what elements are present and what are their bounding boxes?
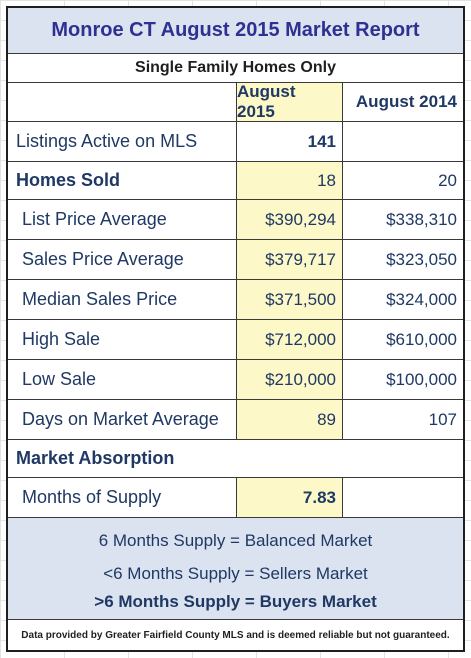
metric-label: Sales Price Average (22, 249, 184, 269)
value-cell-aug-2015: 89 (237, 400, 343, 439)
value-cell-aug-2014 (343, 478, 463, 517)
metric-row-sales-price-average: Sales Price Average $379,717 $323,050 (8, 240, 463, 280)
metric-label: High Sale (22, 329, 101, 349)
homes-sold-aug-2015: 18 (317, 170, 336, 190)
homes-sold-aug-2014: 20 (438, 170, 457, 190)
value-cell-aug-2014: $610,000 (343, 320, 463, 359)
value-cell-aug-2014: 20 (343, 162, 463, 199)
metric-value-aug-2015: $379,717 (265, 249, 336, 269)
value-cell-aug-2014: $323,050 (343, 240, 463, 279)
title-row: Monroe CT August 2015 Market Report (8, 8, 463, 54)
months-of-supply-label: Months of Supply (22, 487, 162, 507)
row-label-cell: Low Sale (8, 360, 237, 399)
metric-value-aug-2015: $390,294 (265, 209, 336, 229)
report-title: Monroe CT August 2015 Market Report (51, 19, 420, 41)
metric-value-aug-2014: $610,000 (386, 329, 457, 349)
value-cell-aug-2014 (343, 122, 463, 161)
footer-disclaimer: Data provided by Greater Fairfield Count… (8, 620, 463, 650)
metric-row-low-sale: Low Sale $210,000 $100,000 (8, 360, 463, 400)
row-label-cell: List Price Average (8, 200, 237, 239)
months-of-supply-aug-2015: 7.83 (302, 487, 336, 507)
value-cell-aug-2015: $210,000 (237, 360, 343, 399)
disclaimer-text: Data provided by Greater Fairfield Count… (21, 629, 450, 641)
metric-value-aug-2014: $338,310 (386, 209, 457, 229)
metric-value-aug-2015: 89 (317, 409, 336, 429)
metric-value-aug-2014: $323,050 (386, 249, 457, 269)
listings-active-label: Listings Active on MLS (16, 131, 198, 151)
header-blank-cell (8, 83, 237, 121)
metric-row-list-price-average: List Price Average $390,294 $338,310 (8, 200, 463, 240)
metric-value-aug-2015: $712,000 (265, 329, 336, 349)
listings-active-row: Listings Active on MLS 141 (8, 122, 463, 162)
metric-value-aug-2014: $324,000 (386, 289, 457, 309)
metric-label: List Price Average (22, 209, 167, 229)
metric-row-median-sales-price: Median Sales Price $371,500 $324,000 (8, 280, 463, 320)
row-label-cell: Months of Supply (8, 478, 237, 517)
value-cell-aug-2014: $324,000 (343, 280, 463, 319)
value-cell-aug-2015: 18 (237, 162, 343, 199)
market-absorption-row: Market Absorption (8, 440, 463, 478)
header-aug-2014-label: August 2014 (355, 92, 457, 111)
market-report-table: Monroe CT August 2015 Market Report Sing… (6, 6, 465, 652)
value-cell-aug-2014: $100,000 (343, 360, 463, 399)
row-label-cell: Median Sales Price (8, 280, 237, 319)
supply-note-buyers: >6 Months Supply = Buyers Market (94, 592, 377, 611)
metric-value-aug-2015: $210,000 (265, 369, 336, 389)
metric-row-days-on-market-average: Days on Market Average 89 107 (8, 400, 463, 440)
row-label-cell: Homes Sold (8, 162, 237, 199)
homes-sold-row: Homes Sold 18 20 (8, 162, 463, 200)
supply-legend: 6 Months Supply = Balanced Market <6 Mon… (8, 518, 463, 620)
section-label-cell: Market Absorption (8, 440, 463, 477)
months-of-supply-row: Months of Supply 7.83 (8, 478, 463, 518)
value-cell-aug-2015: 141 (237, 122, 343, 161)
supply-note-sellers: <6 Months Supply = Sellers Market (103, 564, 368, 583)
metric-value-aug-2015: $371,500 (265, 289, 336, 309)
metric-label: Median Sales Price (22, 289, 178, 309)
value-cell-aug-2014: $338,310 (343, 200, 463, 239)
report-subtitle: Single Family Homes Only (135, 59, 336, 76)
row-label-cell: Sales Price Average (8, 240, 237, 279)
homes-sold-label: Homes Sold (16, 170, 121, 190)
header-aug-2014: August 2014 (343, 83, 463, 121)
metric-label: Days on Market Average (22, 409, 219, 429)
value-cell-aug-2015: $712,000 (237, 320, 343, 359)
value-cell-aug-2015: 7.83 (237, 478, 343, 517)
row-label-cell: Listings Active on MLS (8, 122, 237, 161)
header-aug-2015-label: August 2015 (237, 82, 296, 121)
listings-active-aug-2015: 141 (307, 131, 336, 151)
market-absorption-label: Market Absorption (16, 448, 175, 468)
metric-value-aug-2014: $100,000 (386, 369, 457, 389)
row-label-cell: Days on Market Average (8, 400, 237, 439)
row-label-cell: High Sale (8, 320, 237, 359)
metric-value-aug-2014: 107 (428, 409, 457, 429)
column-header-row: August 2015 August 2014 (8, 82, 463, 122)
subtitle-row: Single Family Homes Only (8, 54, 463, 83)
metric-row-high-sale: High Sale $712,000 $610,000 (8, 320, 463, 360)
value-cell-aug-2015: $371,500 (237, 280, 343, 319)
header-aug-2015: August 2015 (237, 82, 343, 121)
supply-note-balanced: 6 Months Supply = Balanced Market (98, 531, 373, 550)
value-cell-aug-2015: $379,717 (237, 240, 343, 279)
metric-label: Low Sale (22, 369, 97, 389)
value-cell-aug-2014: 107 (343, 400, 463, 439)
value-cell-aug-2015: $390,294 (237, 200, 343, 239)
